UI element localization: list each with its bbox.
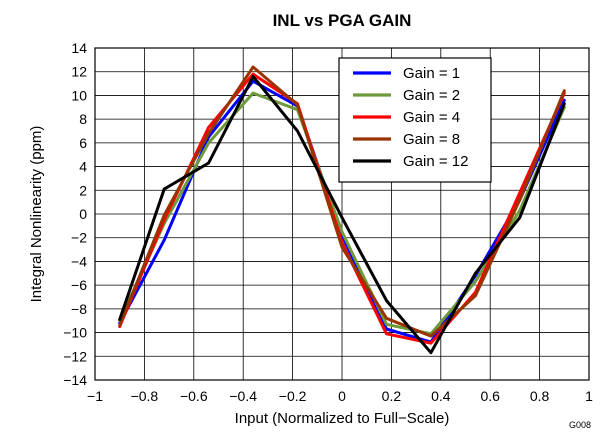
y-tick-label: 2 — [79, 182, 87, 198]
y-tick-label: 14 — [71, 40, 87, 56]
legend: Gain = 1 Gain = 2 Gain = 4 Gain = 8 Gain = 1… — [338, 57, 492, 183]
plot-area-frame — [94, 47, 590, 381]
y-tick-label: 4 — [79, 159, 87, 175]
y-tick-label: 6 — [79, 135, 87, 151]
x-tick-label: −0.8 — [131, 388, 159, 404]
figure-code: G008 — [569, 420, 591, 430]
series-lines — [118, 65, 566, 355]
x-tick-label: 0.2 — [382, 388, 402, 404]
legend-entry-label: Gain = 12 — [403, 153, 468, 170]
y-tick-label: 10 — [71, 87, 87, 103]
legend-entry-label: Gain = 8 — [403, 131, 460, 148]
y-tick-label: 0 — [79, 206, 87, 222]
y-tick-label: 12 — [71, 64, 87, 80]
x-tick-label: 0.8 — [530, 388, 550, 404]
y-tick-labels: −14 −12 −10 −8 −6 −4 −2 0 2 4 6 8 10 12 14 — [63, 40, 87, 388]
y-tick-label: −4 — [71, 253, 87, 269]
x-tick-label: −0.6 — [180, 388, 208, 404]
y-axis-label: Integral Nonlinearity (ppm) — [28, 126, 45, 303]
y-tick-label: −14 — [63, 372, 87, 388]
x-tick-label: 0.6 — [480, 388, 500, 404]
y-tick-label: −6 — [71, 277, 87, 293]
legend-entry-label: Gain = 4 — [403, 109, 460, 126]
x-tick-label: −0.4 — [229, 388, 257, 404]
y-tick-label: −2 — [71, 230, 87, 246]
y-tick-label: −8 — [71, 301, 87, 317]
x-tick-label: 0.4 — [431, 388, 451, 404]
x-tick-label: −1 — [87, 388, 103, 404]
y-tick-label: −10 — [63, 325, 87, 341]
x-tick-label: 0 — [338, 388, 346, 404]
chart-title: INL vs PGA GAIN — [273, 11, 412, 30]
series-line-gain-12 — [118, 75, 566, 355]
x-tick-label: −0.2 — [279, 388, 307, 404]
legend-entry-label: Gain = 1 — [403, 65, 460, 82]
x-tick-labels: −1 −0.8 −0.6 −0.4 −0.2 0 0.2 0.4 0.6 0.8 1 — [87, 388, 593, 404]
x-tick-label: 1 — [585, 388, 593, 404]
legend-entry-label: Gain = 2 — [403, 87, 460, 104]
y-tick-label: 8 — [79, 111, 87, 127]
x-axis-label: Input (Normalized to Full−Scale) — [235, 410, 450, 427]
y-tick-label: −12 — [63, 348, 87, 364]
series-line-gain-8 — [118, 65, 566, 338]
